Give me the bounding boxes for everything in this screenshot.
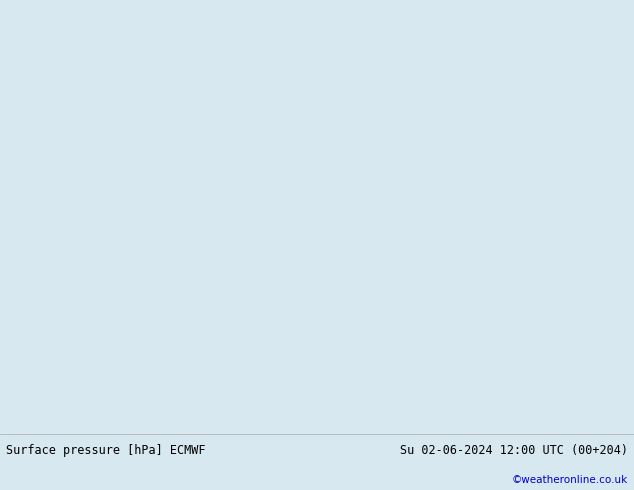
Text: ©weatheronline.co.uk: ©weatheronline.co.uk xyxy=(512,475,628,485)
Text: Surface pressure [hPa] ECMWF: Surface pressure [hPa] ECMWF xyxy=(6,444,206,457)
Text: Su 02-06-2024 12:00 UTC (00+204): Su 02-06-2024 12:00 UTC (00+204) xyxy=(399,444,628,457)
